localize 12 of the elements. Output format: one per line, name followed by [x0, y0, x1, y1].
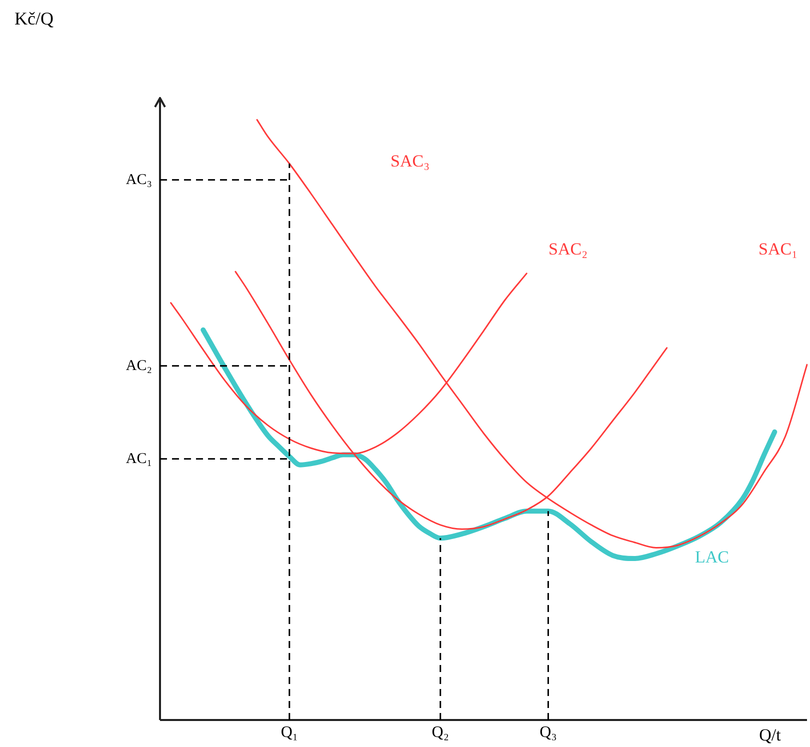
- x-axis-title: Q/t: [759, 725, 782, 744]
- annotation: SAC₁: [758, 239, 798, 258]
- ref-line-label: AC₃: [126, 172, 152, 188]
- annotation: SAC₂: [548, 239, 588, 258]
- x-tick-label: Q₃: [540, 724, 557, 741]
- text: Kč/Q: [14, 8, 54, 29]
- x-tick-label: Q₂: [432, 724, 449, 741]
- ref-line-label: AC₂: [126, 358, 152, 374]
- annotation: LAC: [695, 547, 729, 566]
- annotation: SAC₃: [390, 151, 430, 170]
- ref-line-label: AC₁: [126, 450, 152, 467]
- x-tick-label: Q₁: [280, 724, 298, 741]
